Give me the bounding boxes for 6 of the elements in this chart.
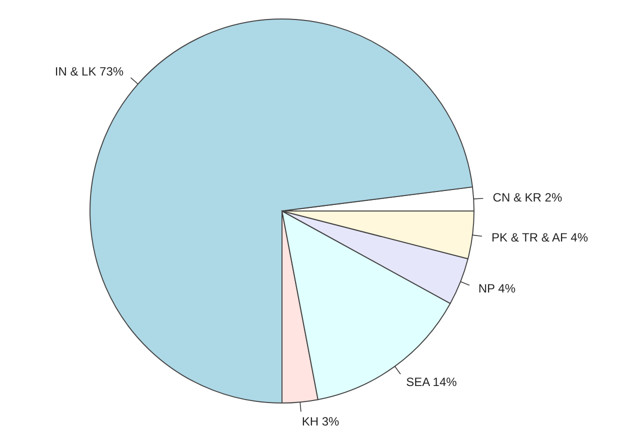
slice-label: CN & KR 2%: [492, 190, 562, 205]
slice-label: IN & LK 73%: [54, 64, 124, 78]
slice-label: NP 4%: [478, 282, 516, 296]
slice-label: KH 3%: [302, 414, 340, 428]
slice-label: PK & TR & AF 4%: [492, 230, 588, 244]
slice-label: SEA 14%: [406, 374, 458, 389]
